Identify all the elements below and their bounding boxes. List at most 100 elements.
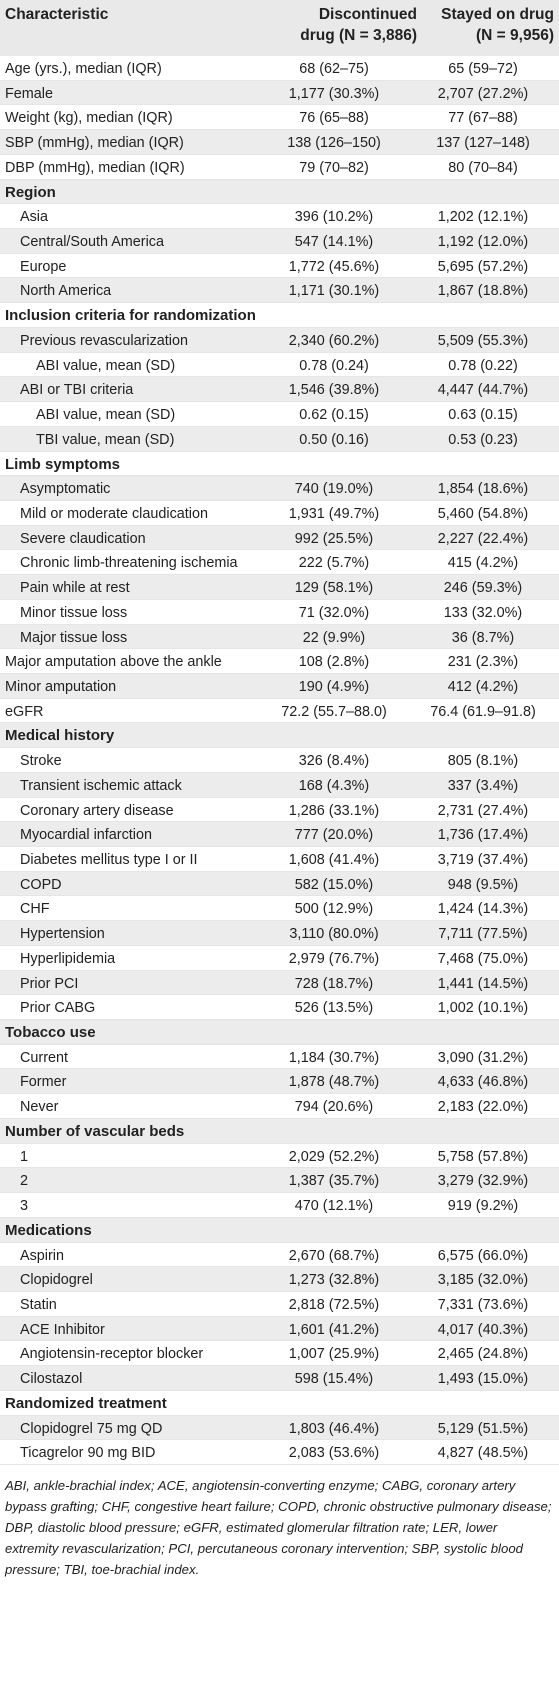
row-label: Pain while at rest: [20, 580, 130, 597]
cell-discontinued: 992 (25.5%): [294, 530, 374, 547]
row-label: Clopidogrel: [20, 1272, 93, 1289]
cell-stayed: 6,575 (66.0%): [437, 1247, 529, 1264]
cell-stayed: 4,017 (40.3%): [437, 1321, 529, 1338]
table-row: Myocardial infarction 777 (20.0%) 1,736 (1…: [0, 822, 559, 848]
section-label: Region: [5, 183, 56, 201]
cell-discontinued: 1,601 (41.2%): [288, 1321, 380, 1338]
table-row: Chronic limb-threatening ischemia 222 (5.…: [0, 550, 559, 576]
cell-discontinued: 190 (4.9%): [298, 678, 370, 695]
row-label: Mild or moderate claudication: [20, 505, 208, 522]
table-row: TBI value, mean (SD) 0.50 (0.16) 0.53 (0.2…: [0, 426, 559, 452]
row-label: Severe claudication: [20, 530, 146, 547]
table-row: Former 1,878 (48.7%) 4,633 (46.8%): [0, 1069, 559, 1095]
table-row: Current 1,184 (30.7%) 3,090 (31.2%): [0, 1045, 559, 1070]
row-label: Major tissue loss: [20, 629, 128, 646]
row-label: Asymptomatic: [20, 481, 111, 498]
table-row: Stroke 326 (8.4%) 805 (8.1%): [0, 748, 559, 773]
cell-stayed: 2,731 (27.4%): [437, 802, 529, 819]
row-label: Prior CABG: [20, 1000, 96, 1017]
row-label: Aspirin: [20, 1247, 64, 1264]
cell-discontinued: 326 (8.4%): [298, 753, 370, 770]
row-label: Hyperlipidemia: [20, 950, 116, 967]
section-header-row: Region: [0, 179, 559, 205]
row-label: Hypertension: [20, 926, 105, 943]
row-label: Minor amputation: [5, 678, 117, 695]
row-label: North America: [20, 283, 112, 300]
cell-stayed: 7,331 (73.6%): [437, 1296, 529, 1313]
section-header-row: Tobacco use: [0, 1020, 559, 1045]
cell-discontinued: 1,931 (49.7%): [288, 505, 380, 522]
row-label: 1: [20, 1148, 29, 1165]
row-label: ABI value, mean (SD): [36, 357, 176, 374]
table-row: ABI value, mean (SD) 0.62 (0.15) 0.63 (0.1…: [0, 402, 559, 427]
table-row: Minor amputation 190 (4.9%) 412 (4.2%): [0, 673, 559, 699]
cell-discontinued: 1,387 (35.7%): [288, 1173, 380, 1190]
cell-discontinued: 168 (4.3%): [298, 777, 370, 794]
cell-discontinued: 2,670 (68.7%): [288, 1247, 380, 1264]
cell-stayed: 1,441 (14.5%): [437, 975, 529, 992]
table-row: Ticagrelor 90 mg BID 2,083 (53.6%) 4,827 (…: [0, 1440, 559, 1465]
cell-discontinued: 740 (19.0%): [294, 481, 374, 498]
header-characteristic: Characteristic: [5, 6, 109, 23]
cell-discontinued: 108 (2.8%): [298, 654, 370, 671]
cell-stayed: 2,707 (27.2%): [437, 85, 529, 102]
section-label: Medications: [5, 1221, 92, 1239]
cell-stayed: 3,279 (32.9%): [437, 1173, 529, 1190]
row-label: Former: [20, 1074, 67, 1091]
row-label: Clopidogrel 75 mg QD: [20, 1420, 163, 1437]
cell-discontinued: 1,608 (41.4%): [288, 852, 380, 869]
cell-stayed: 5,460 (54.8%): [437, 505, 529, 522]
cell-discontinued: 71 (32.0%): [298, 604, 370, 621]
table-row: SBP (mmHg), median (IQR) 138 (126–150) 137…: [0, 130, 559, 155]
header-discontinued-line1: Discontinued: [318, 6, 417, 23]
header-discontinued-line2: drug (N = 3,886): [300, 27, 417, 44]
table-row: Asia 396 (10.2%) 1,202 (12.1%): [0, 204, 559, 230]
cell-stayed: 4,447 (44.7%): [437, 382, 529, 399]
row-label: Weight (kg), median (IQR): [5, 110, 173, 127]
cell-stayed: 2,465 (24.8%): [437, 1346, 529, 1363]
row-label: Stroke: [20, 753, 62, 770]
table-row: Age (yrs.), median (IQR) 68 (62–75) 65 (59…: [0, 56, 559, 81]
table-row: Clopidogrel 75 mg QD 1,803 (46.4%) 5,129 (…: [0, 1415, 559, 1441]
cell-discontinued: 2,340 (60.2%): [288, 332, 380, 349]
section-header-row: Number of vascular beds: [0, 1118, 559, 1144]
cell-discontinued: 1,184 (30.7%): [288, 1049, 380, 1066]
cell-stayed: 1,192 (12.0%): [437, 234, 529, 251]
table-row: Central/South America 547 (14.1%) 1,192 (1…: [0, 229, 559, 254]
cell-stayed: 1,867 (18.8%): [437, 283, 529, 300]
cell-stayed: 1,202 (12.1%): [437, 209, 529, 226]
cell-stayed: 1,854 (18.6%): [437, 481, 529, 498]
row-label: Transient ischemic attack: [20, 777, 182, 794]
header-stayed-line2: (N = 9,956): [476, 27, 554, 44]
row-label: eGFR: [5, 703, 44, 720]
section-label: Randomized treatment: [5, 1394, 167, 1412]
table-header: Characteristic Discontinued drug (N = 3,…: [0, 0, 559, 56]
table-row: ACE Inhibitor 1,601 (41.2%) 4,017 (40.3%): [0, 1316, 559, 1342]
cell-stayed: 3,719 (37.4%): [437, 852, 529, 869]
cell-stayed: 1,493 (15.0%): [437, 1371, 529, 1388]
cell-stayed: 246 (59.3%): [443, 580, 523, 597]
cell-discontinued: 582 (15.0%): [294, 876, 374, 893]
cell-stayed: 2,183 (22.0%): [437, 1099, 529, 1116]
cell-discontinued: 777 (20.0%): [294, 827, 374, 844]
row-label: Prior PCI: [20, 975, 79, 992]
cell-discontinued: 138 (126–150): [287, 135, 381, 152]
cell-discontinued: 0.78 (0.24): [299, 357, 369, 374]
row-label: Minor tissue loss: [20, 604, 128, 621]
table-row: Hyperlipidemia 2,979 (76.7%) 7,468 (75.0%): [0, 946, 559, 971]
section-header-row: Inclusion criteria for randomization: [0, 303, 559, 328]
row-label: Chronic limb-threatening ischemia: [20, 555, 238, 572]
table-row: Minor tissue loss 71 (32.0%) 133 (32.0%): [0, 600, 559, 625]
table-row: 1 2,029 (52.2%) 5,758 (57.8%): [0, 1144, 559, 1169]
row-label: ABI or TBI criteria: [20, 382, 134, 399]
table-row: 2 1,387 (35.7%) 3,279 (32.9%): [0, 1168, 559, 1194]
row-label: Ticagrelor 90 mg BID: [20, 1445, 156, 1462]
row-label: Current: [20, 1049, 68, 1066]
table-row: Diabetes mellitus type I or II 1,608 (41.…: [0, 847, 559, 872]
cell-stayed: 1,424 (14.3%): [437, 901, 529, 918]
cell-discontinued: 1,286 (33.1%): [288, 802, 380, 819]
row-label: Cilostazol: [20, 1371, 83, 1388]
cell-stayed: 337 (3.4%): [447, 777, 519, 794]
cell-stayed: 80 (70–84): [448, 159, 518, 176]
